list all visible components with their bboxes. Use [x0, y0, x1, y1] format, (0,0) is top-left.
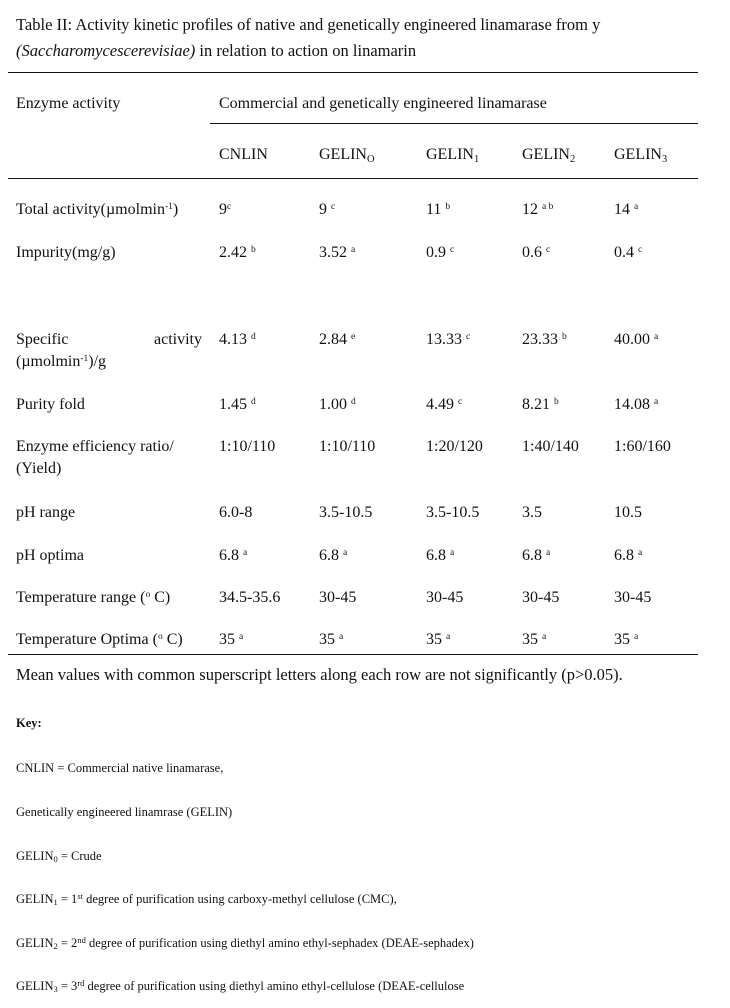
- table-cell: 8.21 b: [522, 396, 559, 413]
- column-header-gelin2: GELIN2: [522, 146, 576, 165]
- table-cell: 1.00 d: [319, 396, 356, 413]
- table-cell: 23.33 b: [522, 331, 567, 348]
- table-caption: Table II: Activity kinetic profiles of n…: [16, 12, 730, 64]
- key-gelin3: GELIN3 = 3rd degree of purification usin…: [16, 978, 465, 994]
- table-cell: 1:10/110: [219, 438, 276, 455]
- table-cell: 6.8 a: [522, 547, 551, 564]
- table-cell: 34.5-35.6: [219, 589, 281, 606]
- table-cell: 35 a: [219, 631, 244, 648]
- row-label-temperature-range: Temperature range (o C): [16, 589, 171, 606]
- table-cell: 12 a b: [522, 201, 554, 218]
- key-gelin: Genetically engineered linamrase (GELIN): [16, 805, 233, 819]
- table-cell: 35 a: [522, 631, 547, 648]
- table-cell: 30-45: [614, 589, 652, 606]
- table-cell: 40.00 a: [614, 331, 659, 348]
- top-rule: [8, 72, 698, 73]
- table-cell: 1:10/110: [319, 438, 376, 455]
- table-cell: 35 a: [426, 631, 451, 648]
- table-cell: 6.0-8: [219, 504, 253, 521]
- column-header-cnlin: CNLIN: [219, 146, 268, 163]
- column-header-gelin1: GELIN1: [426, 146, 480, 165]
- key-gelin0: GELIN0 = Crude: [16, 849, 102, 864]
- table-cell: 3.5-10.5: [426, 504, 480, 521]
- table-cell: 1.45 d: [219, 396, 256, 413]
- table-cell: 6.8 a: [319, 547, 348, 564]
- table-cell: 35 a: [319, 631, 344, 648]
- caption-line2-rest: in relation to action on linamarin: [195, 41, 417, 60]
- group-rule: [210, 123, 698, 124]
- table-cell: 6.8 a: [219, 547, 248, 564]
- table-cell: 30-45: [522, 589, 560, 606]
- row-label-temperature-optima: Temperature Optima (o C): [16, 631, 183, 648]
- row-label-purity-fold: Purity fold: [16, 396, 85, 413]
- table-cell: 1:40/140: [522, 438, 579, 455]
- key-title: Key:: [16, 716, 42, 730]
- row-label-total-activity: Total activity(µmolmin-1): [16, 201, 179, 218]
- caption-species: (Saccharomycescerevisiae): [16, 41, 196, 60]
- table-cell: 1:20/120: [426, 438, 483, 455]
- table-cell: 30-45: [426, 589, 464, 606]
- table-cell: 4.13 d: [219, 331, 256, 348]
- table-cell: 35 a: [614, 631, 639, 648]
- table-cell: 6.8 a: [426, 547, 455, 564]
- caption-line2: (Saccharomycescerevisiae) in relation to…: [16, 38, 730, 64]
- table-cell: 0.9 c: [426, 244, 455, 261]
- table-cell: 10.5: [614, 504, 642, 521]
- row-label-impurity: Impurity(mg/g): [16, 244, 116, 261]
- table-cell: 3.52 a: [319, 244, 356, 261]
- table-cell: 3.5-10.5: [319, 504, 373, 521]
- key-cnlin: CNLIN = Commercial native linamarase,: [16, 761, 224, 775]
- table-cell: 2.84 e: [319, 331, 356, 348]
- table-cell: 2.42 b: [219, 244, 256, 261]
- table-cell: 6.8 a: [614, 547, 643, 564]
- key-gelin1: GELIN1 = 1st degree of purification usin…: [16, 891, 397, 907]
- table-cell: 13.33 c: [426, 331, 471, 348]
- table-cell: 11 b: [426, 201, 451, 218]
- table-cell: 14.08 a: [614, 396, 659, 413]
- table-cell: 9 c: [319, 201, 336, 218]
- row-label-ph-optima: pH optima: [16, 547, 84, 564]
- significance-footnote: Mean values with common superscript lett…: [16, 665, 623, 684]
- column-header-gelin0: GELINO: [319, 146, 375, 165]
- table-cell: 3.5: [522, 504, 542, 521]
- table-cell: 9c: [219, 201, 232, 218]
- row-label-specific-activity: Specific activity (µmolmin-1)/g: [16, 331, 202, 370]
- table-cell: 1:60/160: [614, 438, 671, 455]
- bottom-rule: [8, 654, 698, 655]
- table-cell: 14 a: [614, 201, 639, 218]
- caption-line1: Table II: Activity kinetic profiles of n…: [16, 15, 601, 34]
- table-cell: 4.49 c: [426, 396, 463, 413]
- row-label-enzyme-efficiency: Enzyme efficiency ratio/ (Yield): [16, 438, 174, 477]
- row-header-label: Enzyme activity: [16, 95, 121, 112]
- column-header-gelin3: GELIN3: [614, 146, 668, 165]
- table-cell: 0.4 c: [614, 244, 643, 261]
- header-rule: [8, 178, 698, 179]
- group-header-label: Commercial and genetically engineered li…: [219, 95, 547, 112]
- key-gelin2: GELIN2 = 2nd degree of purification usin…: [16, 935, 474, 951]
- row-label-ph-range: pH range: [16, 504, 76, 521]
- table-cell: 30-45: [319, 589, 357, 606]
- table-cell: 0.6 c: [522, 244, 551, 261]
